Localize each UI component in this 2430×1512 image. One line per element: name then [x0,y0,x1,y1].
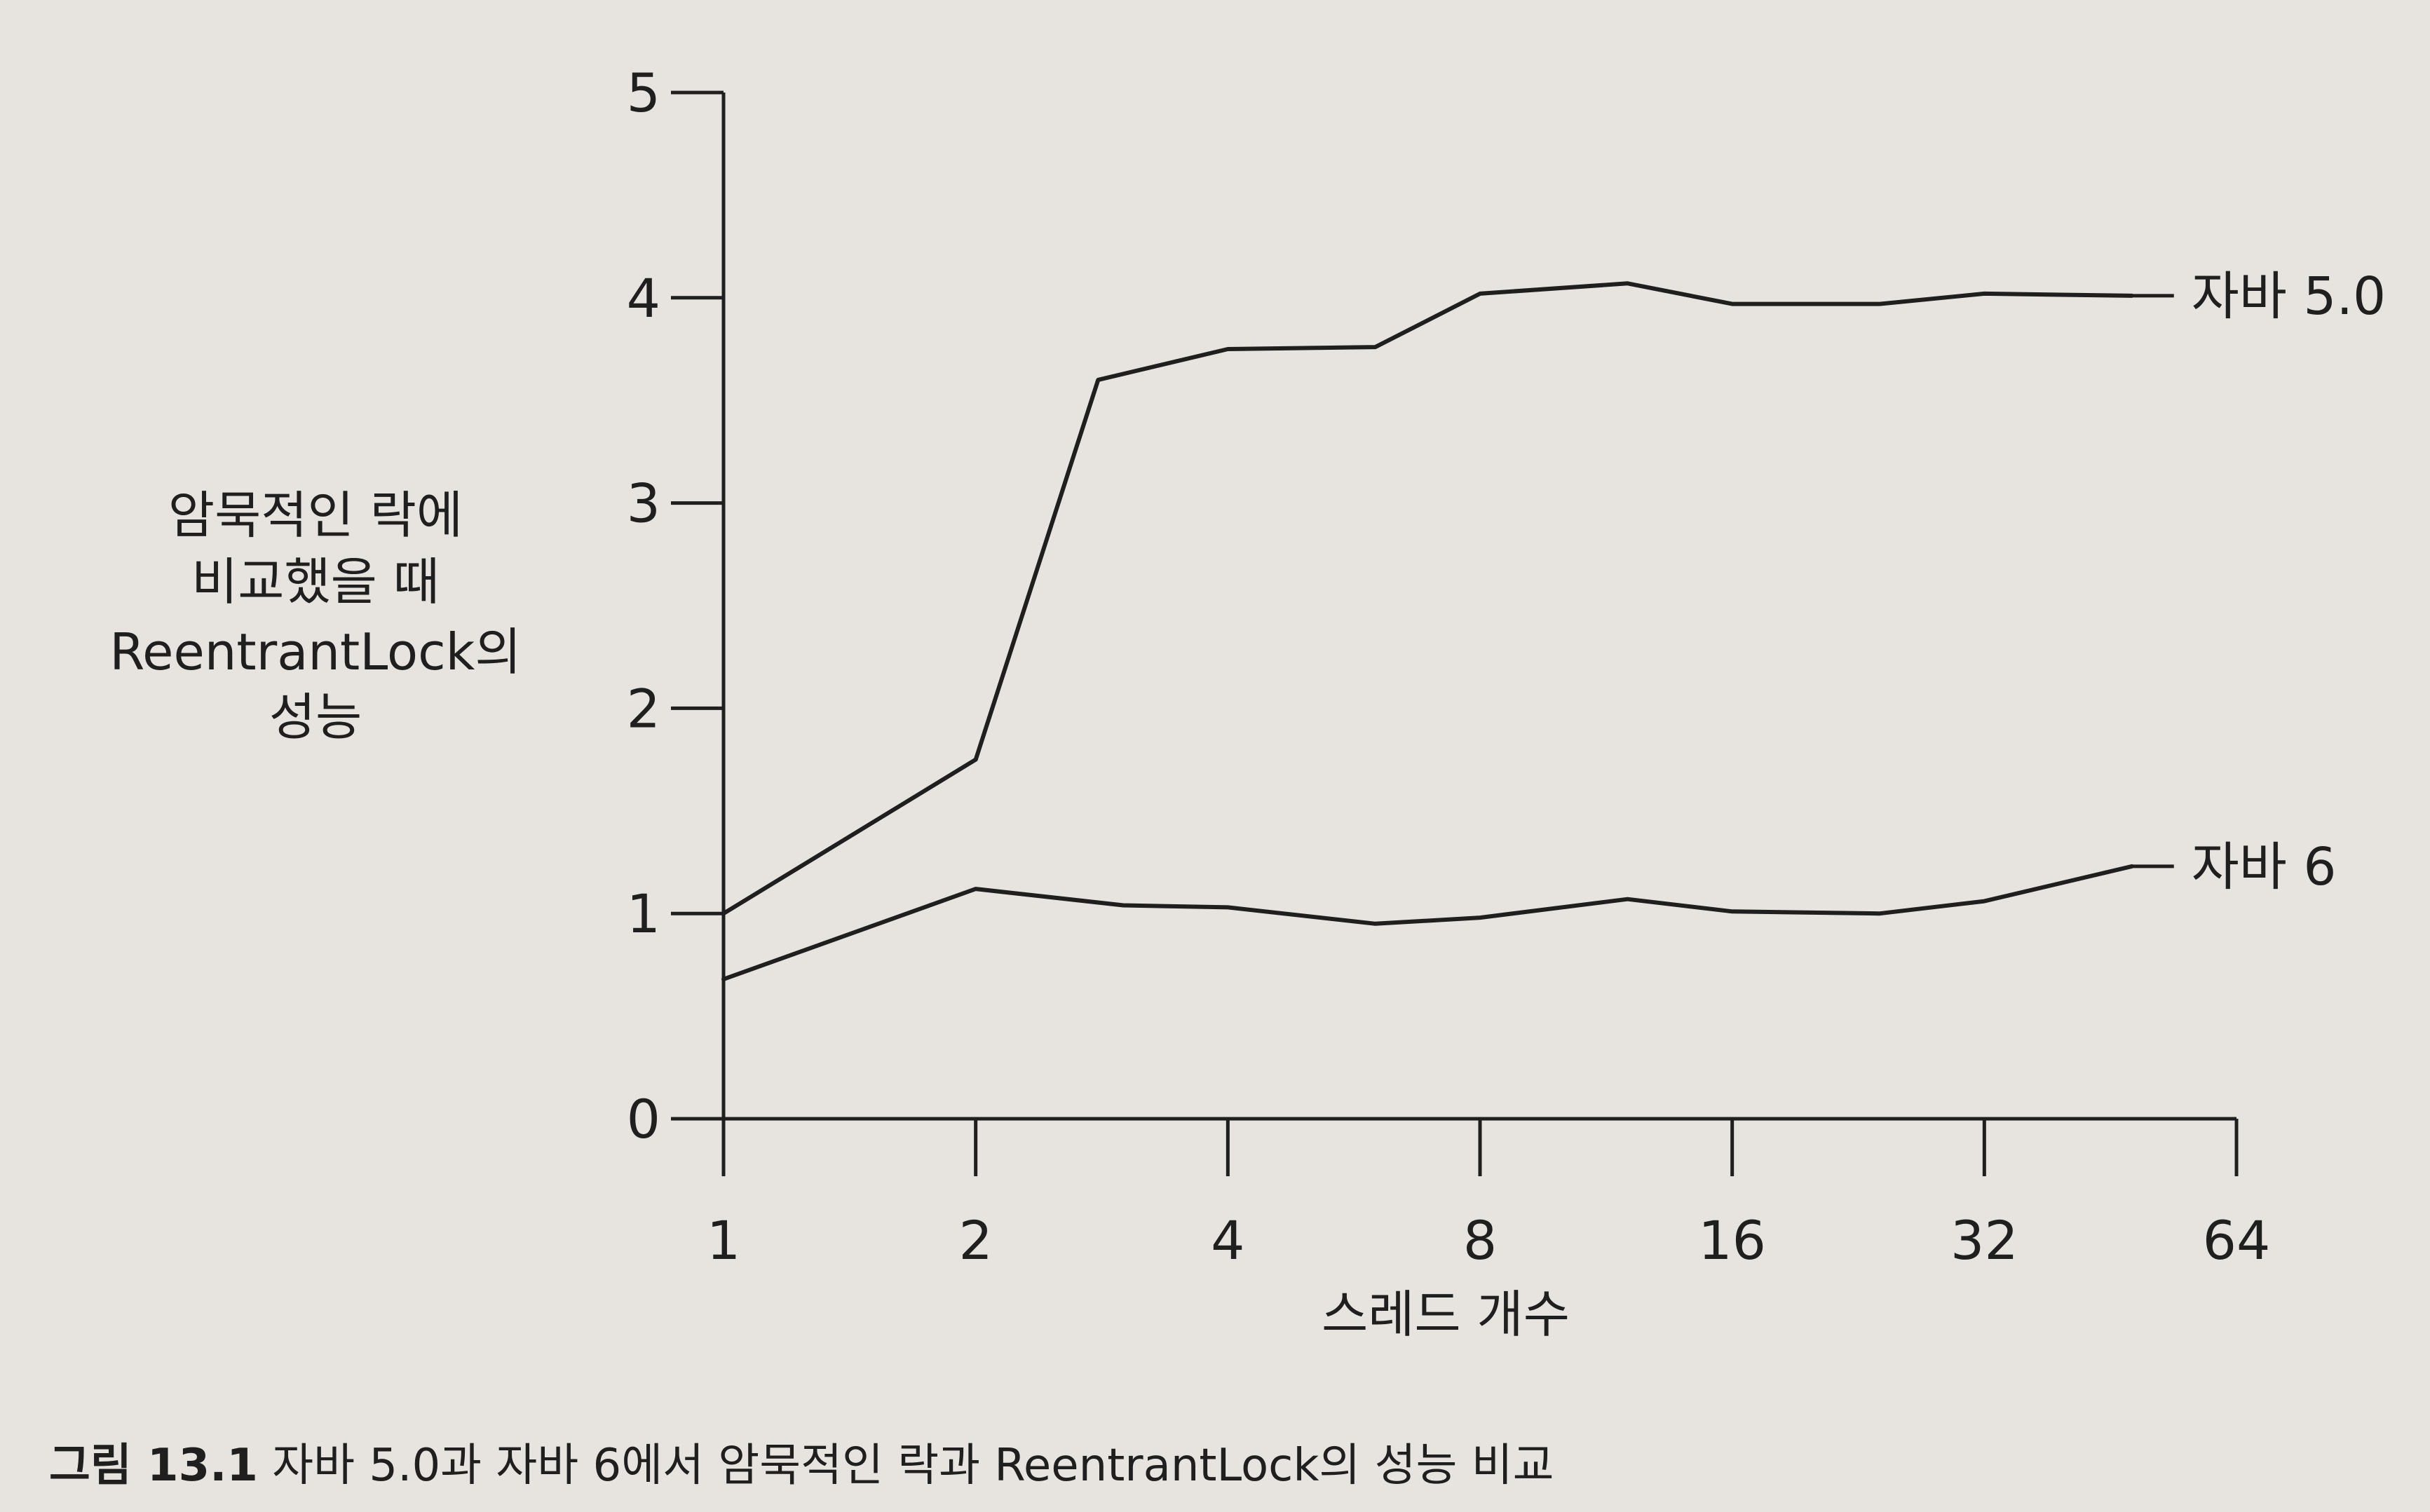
x-tick-label: 16 [1698,1209,1766,1272]
series-line-2 [721,864,2134,981]
y-ticks: 0 1 2 3 4 5 [627,62,724,1150]
x-axis-title: 스레드 개수 [1322,1285,1570,1344]
x-tick-label: 8 [1463,1209,1497,1272]
series-label-2: 자바 6 [2192,837,2337,897]
y-tick-label: 0 [627,1088,660,1150]
series-group: 자바 5.0 자바 6 [721,266,2386,981]
caption-text: 자바 5.0과 자바 6에서 암묵적인 락과 ReentrantLock의 성능… [258,1440,1554,1492]
y-axis-title-line: 비교했을 때 [191,552,440,611]
x-tick-label: 32 [1950,1209,2018,1272]
x-tick-label: 2 [958,1209,992,1272]
x-tick-label: 64 [2203,1209,2271,1272]
series-label-1: 자바 5.0 [2192,266,2386,327]
y-tick-label: 5 [627,62,660,124]
y-tick-label: 3 [627,472,660,535]
y-axis-title-line: ReentrantLock의 [109,622,521,681]
x-tick-label: 4 [1211,1209,1244,1272]
caption-prefix: 그림 13.1 [49,1440,258,1492]
series-line-1 [721,281,2134,916]
figure-caption: 그림 13.1 자바 5.0과 자바 6에서 암묵적인 락과 Reentrant… [49,1440,1554,1492]
x-tick-label: 1 [707,1209,740,1272]
y-tick-label: 1 [627,883,660,945]
x-ticks: 1 2 4 8 16 32 64 [707,1119,2271,1272]
y-axis-title-line: 암묵적인 락에 [168,486,463,545]
y-axis-title-line: 성능 [269,688,362,747]
y-tick-label: 4 [627,267,660,329]
y-tick-label: 2 [627,677,660,740]
